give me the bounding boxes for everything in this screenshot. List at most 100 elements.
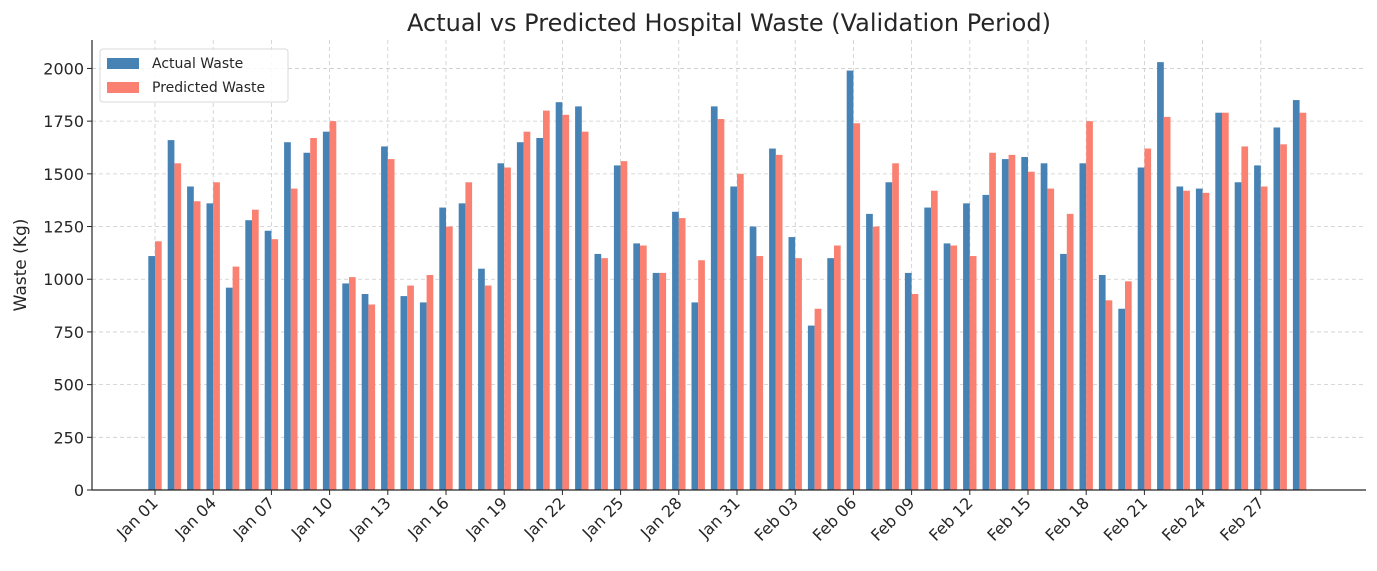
x-tick-label: Jan 25	[578, 493, 628, 543]
actual-waste-bar	[1040, 163, 1048, 490]
y-tick-label: 1000	[43, 270, 84, 289]
predicted-waste-bar	[717, 119, 725, 491]
predicted-waste-bar	[446, 226, 453, 491]
legend-label: Predicted Waste	[152, 80, 265, 96]
predicted-waste-bar	[872, 226, 880, 491]
actual-waste-bar	[982, 194, 990, 490]
predicted-waste-bar	[484, 285, 492, 490]
actual-waste-bar	[1254, 165, 1261, 490]
predicted-waste-bar	[775, 154, 783, 490]
x-tick-label: Feb 21	[1100, 493, 1151, 544]
predicted-waste-bar	[349, 277, 356, 490]
predicted-waste-bar	[1086, 121, 1093, 491]
actual-waste-bar	[943, 243, 951, 490]
x-tick-label: Jan 07	[229, 493, 279, 543]
y-tick-label: 2000	[43, 59, 84, 78]
actual-waste-bar	[1273, 127, 1281, 490]
predicted-waste-bar	[853, 123, 861, 490]
predicted-waste-bar	[523, 131, 531, 490]
actual-waste-bar	[245, 220, 252, 491]
actual-waste-bar	[284, 142, 291, 490]
predicted-waste-bar	[1183, 190, 1190, 490]
actual-waste-bar	[710, 106, 718, 491]
predicted-waste-bar	[155, 241, 162, 490]
actual-waste-bar	[730, 186, 737, 490]
y-tick-label: 1500	[43, 165, 84, 184]
predicted-waste-bar	[329, 121, 337, 491]
predicted-waste-bar	[1028, 171, 1035, 490]
actual-waste-bar	[1195, 188, 1203, 490]
actual-waste-bar	[963, 203, 970, 491]
x-tick-label: Jan 04	[170, 493, 220, 543]
actual-waste-bar	[1157, 62, 1164, 490]
actual-waste-bar	[478, 268, 485, 490]
actual-waste-bar	[613, 165, 621, 490]
predicted-waste-bar	[969, 256, 977, 490]
predicted-waste-bar	[1241, 146, 1249, 490]
predicted-waste-bar	[950, 245, 958, 490]
predicted-waste-bar	[678, 218, 686, 491]
x-tick-label: Jan 16	[403, 493, 453, 543]
predicted-waste-bar	[640, 245, 647, 490]
actual-waste-bar	[536, 138, 543, 490]
actual-waste-bar	[1001, 159, 1009, 490]
x-tick-label: Feb 27	[1216, 493, 1267, 544]
x-tick-label: Jan 13	[345, 493, 395, 543]
actual-waste-bar	[691, 302, 699, 490]
actual-waste-bar	[1137, 167, 1145, 490]
x-tick-label: Jan 10	[287, 493, 337, 543]
actual-waste-bar	[652, 272, 660, 490]
actual-waste-bar	[206, 203, 214, 491]
predicted-waste-bar	[368, 304, 376, 490]
actual-waste-bar	[1234, 182, 1242, 490]
predicted-waste-bar	[834, 245, 841, 490]
actual-waste-bar	[419, 302, 427, 490]
x-tick-label: Feb 12	[925, 493, 976, 544]
y-tick-label: 1750	[43, 112, 84, 131]
predicted-waste-bar	[814, 308, 822, 490]
actual-waste-bar	[303, 152, 311, 490]
predicted-waste-bar	[426, 275, 434, 490]
actual-waste-bar	[866, 213, 873, 491]
actual-waste-bar	[749, 226, 757, 491]
predicted-waste-bar	[795, 258, 802, 490]
actual-waste-bar	[264, 230, 272, 490]
actual-waste-bar	[1079, 163, 1087, 490]
x-tick-label: Feb 24	[1158, 493, 1209, 544]
predicted-waste-bar	[504, 167, 511, 490]
x-tick-label: Feb 18	[1042, 493, 1093, 544]
x-tick-label: Jan 19	[461, 493, 511, 543]
predicted-waste-bar	[1299, 112, 1307, 491]
actual-waste-bar	[439, 207, 446, 491]
actual-waste-bar	[1021, 156, 1028, 490]
actual-waste-bar	[1098, 275, 1106, 490]
predicted-waste-bar	[737, 173, 744, 490]
predicted-waste-bar	[174, 163, 182, 490]
predicted-waste-bar	[543, 110, 550, 491]
actual-waste-bar	[381, 146, 388, 490]
actual-waste-bar	[361, 293, 369, 490]
predicted-waste-bar	[562, 114, 570, 491]
actual-waste-bar	[633, 243, 640, 490]
predicted-waste-bar	[1066, 213, 1074, 491]
legend-swatch	[107, 58, 139, 69]
actual-waste-bar	[594, 253, 602, 490]
actual-waste-bar	[400, 296, 408, 490]
actual-waste-bar	[497, 163, 505, 490]
bars	[148, 62, 1307, 491]
predicted-waste-bar	[232, 266, 240, 490]
predicted-waste-bar	[698, 260, 705, 490]
predicted-waste-bar	[465, 182, 473, 490]
legend: Actual Waste Predicted Waste	[99, 48, 289, 103]
predicted-waste-bar	[989, 152, 996, 490]
actual-waste-bar	[516, 142, 524, 490]
legend-label: Actual Waste	[152, 56, 243, 72]
predicted-waste-bar	[1144, 148, 1152, 490]
predicted-waste-bar	[620, 161, 628, 490]
actual-waste-bar	[575, 106, 582, 491]
predicted-waste-bar	[756, 256, 764, 490]
predicted-waste-bar	[310, 138, 317, 490]
actual-waste-bar	[885, 182, 893, 490]
predicted-waste-bar	[407, 285, 414, 490]
x-tick-label: Jan 22	[520, 493, 570, 543]
